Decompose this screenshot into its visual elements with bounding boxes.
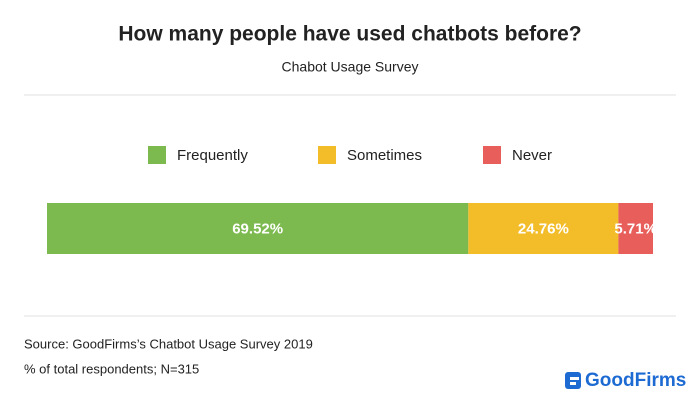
bar-segment [47,203,469,254]
logo-icon [565,372,581,389]
value-label: 24.76% [518,220,569,237]
bar-segment [618,203,653,254]
legend-swatch [148,146,166,164]
source-note: Source: GoodFirms’s Chatbot Usage Survey… [24,336,313,351]
chart-subtitle: Chabot Usage Survey [282,59,419,75]
legend-label: Sometimes [347,147,422,164]
value-label: 69.52% [232,220,283,237]
legend-swatch [483,146,501,164]
legend-swatch [318,146,336,164]
legend-label: Frequently [177,147,248,164]
value-label: 5.71% [614,220,657,237]
sample-note: % of total respondents; N=315 [24,361,199,376]
bar-segment [468,203,619,254]
chart-title: How many people have used chatbots befor… [118,23,581,46]
logo: GoodFirms [585,370,686,391]
legend-label: Never [512,147,552,164]
